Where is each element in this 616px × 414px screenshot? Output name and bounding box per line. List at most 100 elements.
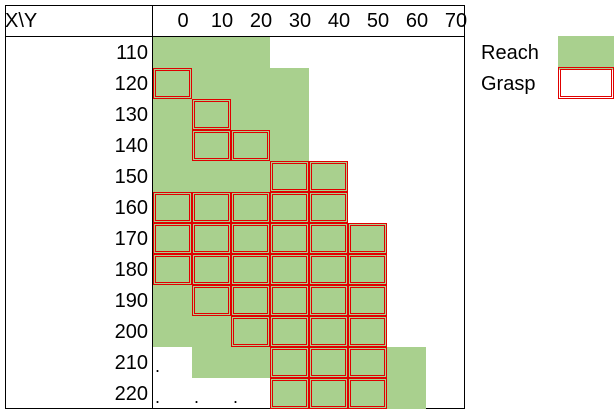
- reach-cell: [309, 347, 348, 378]
- reach-cell: [153, 161, 192, 192]
- grasp-cell: [348, 285, 387, 316]
- reach-cell: [153, 223, 192, 254]
- grasp-cell: [348, 378, 387, 409]
- reach-cell: [153, 68, 192, 99]
- grasp-cell: [192, 130, 231, 161]
- column-header: 10: [210, 10, 234, 32]
- reach-cell: [231, 347, 270, 378]
- dot-mark: .: [194, 387, 200, 407]
- legend-reach-label: Reach: [481, 42, 539, 64]
- reach-cell: [309, 161, 348, 192]
- grasp-cell: [231, 254, 270, 285]
- row-label-divider: [152, 5, 153, 408]
- grasp-cell: [153, 254, 192, 285]
- reach-cell: [270, 130, 309, 161]
- reach-cell: [231, 316, 270, 347]
- grasp-cell: [231, 223, 270, 254]
- reach-cell: [192, 316, 231, 347]
- table-border-right: [464, 5, 465, 408]
- reach-cell: [192, 68, 231, 99]
- reach-cell: [192, 37, 231, 68]
- table-border-bottom: [5, 408, 465, 409]
- dot-mark: .: [155, 356, 161, 376]
- grasp-cell: [309, 347, 348, 378]
- reach-cell: [192, 192, 231, 223]
- reach-cell: [153, 130, 192, 161]
- reach-cell: [348, 347, 387, 378]
- column-header: 30: [288, 10, 312, 32]
- reach-cell: [153, 99, 192, 130]
- reach-cell: [309, 192, 348, 223]
- grasp-cell: [348, 223, 387, 254]
- column-header: 20: [249, 10, 273, 32]
- reach-cell: [309, 316, 348, 347]
- table-border-top: [5, 5, 465, 6]
- grasp-cell: [270, 285, 309, 316]
- grasp-cell: [192, 99, 231, 130]
- grasp-cell: [270, 254, 309, 285]
- reach-cell: [231, 285, 270, 316]
- reach-cell: [153, 254, 192, 285]
- reach-cell: [231, 37, 270, 68]
- grasp-cell: [153, 223, 192, 254]
- grasp-cell: [309, 378, 348, 409]
- reach-cell: [270, 378, 309, 409]
- reach-cell: [192, 99, 231, 130]
- reach-cell: [387, 347, 426, 378]
- reach-cell: [270, 99, 309, 130]
- reach-cell: [153, 192, 192, 223]
- grasp-cell: [348, 316, 387, 347]
- grasp-cell: [270, 161, 309, 192]
- column-header: 70: [444, 10, 468, 32]
- grasp-cell: [153, 68, 192, 99]
- dot-mark: .: [233, 387, 239, 407]
- reach-cell: [270, 254, 309, 285]
- row-label: 130: [114, 104, 148, 126]
- reach-cell: [270, 223, 309, 254]
- grasp-cell: [192, 223, 231, 254]
- reach-cell: [348, 285, 387, 316]
- reach-cell: [231, 68, 270, 99]
- reach-cell: [192, 130, 231, 161]
- reach-cell: [309, 378, 348, 409]
- reach-cell: [153, 37, 192, 68]
- legend-grasp-swatch: [558, 67, 614, 99]
- legend-reach-swatch: [558, 36, 614, 70]
- grasp-cell: [231, 316, 270, 347]
- row-label: 120: [114, 73, 148, 95]
- reach-cell: [231, 254, 270, 285]
- grasp-cell: [153, 192, 192, 223]
- grasp-cell: [309, 254, 348, 285]
- reach-cell: [348, 316, 387, 347]
- reach-cell: [348, 378, 387, 409]
- reach-cell: [348, 254, 387, 285]
- row-label: 190: [114, 290, 148, 312]
- grasp-cell: [270, 347, 309, 378]
- grasp-cell: [270, 192, 309, 223]
- grasp-cell: [309, 223, 348, 254]
- grasp-cell: [270, 223, 309, 254]
- grasp-cell: [192, 254, 231, 285]
- grasp-cell: [270, 378, 309, 409]
- reach-cell: [309, 254, 348, 285]
- table-border-left: [5, 5, 6, 408]
- grasp-cell: [348, 347, 387, 378]
- row-label: 220: [114, 383, 148, 405]
- grasp-cell: [309, 192, 348, 223]
- corner-label: X\Y: [5, 10, 38, 32]
- grasp-cell: [231, 285, 270, 316]
- reach-cell: [231, 130, 270, 161]
- grasp-cell: [309, 161, 348, 192]
- reach-cell: [270, 347, 309, 378]
- row-label: 180: [114, 259, 148, 281]
- reach-cell: [231, 223, 270, 254]
- column-header: 60: [405, 10, 429, 32]
- row-label: 210: [114, 352, 148, 374]
- row-label: 140: [114, 135, 148, 157]
- row-label: 170: [114, 228, 148, 250]
- row-label: 160: [114, 197, 148, 219]
- reach-cell: [270, 68, 309, 99]
- row-label: 110: [116, 42, 148, 64]
- reach-cell: [387, 378, 426, 409]
